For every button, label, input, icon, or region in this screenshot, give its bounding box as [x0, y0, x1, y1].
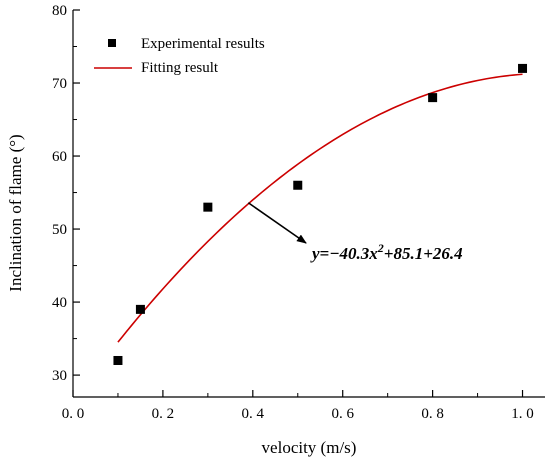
x-tick-label: 0. 0 [62, 406, 85, 422]
data-point [518, 63, 528, 73]
legend: Experimental results Fitting result [94, 36, 265, 76]
y-tick-label: 60 [52, 149, 67, 165]
legend-label-fitting: Fitting result [141, 60, 219, 76]
x-tick-label: 0. 8 [421, 406, 444, 422]
data-point [113, 355, 123, 365]
y-axis-ticks: 30 40 50 60 70 80 [52, 3, 80, 384]
fit-curve-line [117, 73, 523, 343]
fit-equation-annotation: y=−40.3x2+85.1+26.4 [247, 202, 463, 263]
legend-marker-experimental [108, 39, 116, 47]
plot-axes [72, 10, 545, 398]
data-point [135, 304, 145, 314]
legend-label-experimental: Experimental results [141, 36, 265, 52]
fit-curve-layer [117, 73, 523, 343]
y-tick-label: 40 [52, 295, 67, 311]
x-tick-label: 1. 0 [511, 406, 534, 422]
y-tick-label: 50 [52, 222, 67, 238]
x-tick-label: 0. 6 [331, 406, 354, 422]
y-tick-label: 80 [52, 3, 67, 19]
data-point [428, 93, 438, 103]
annotation-arrow [247, 202, 307, 244]
data-point [203, 202, 213, 212]
y-tick-label: 30 [52, 368, 67, 384]
x-axis-ticks: 0. 0 0. 2 0. 4 0. 6 0. 8 1. 0 [62, 390, 534, 422]
x-tick-label: 0. 4 [242, 406, 265, 422]
fit-equation-label: y=−40.3x2+85.1+26.4 [310, 241, 463, 263]
data-point [293, 180, 303, 190]
x-tick-label: 0. 2 [152, 406, 175, 422]
y-tick-label: 70 [52, 76, 67, 92]
x-axis-title: velocity (m/s) [262, 438, 357, 457]
y-axis-title: Inclination of flame (°) [6, 134, 25, 291]
data-points-layer [113, 63, 528, 365]
